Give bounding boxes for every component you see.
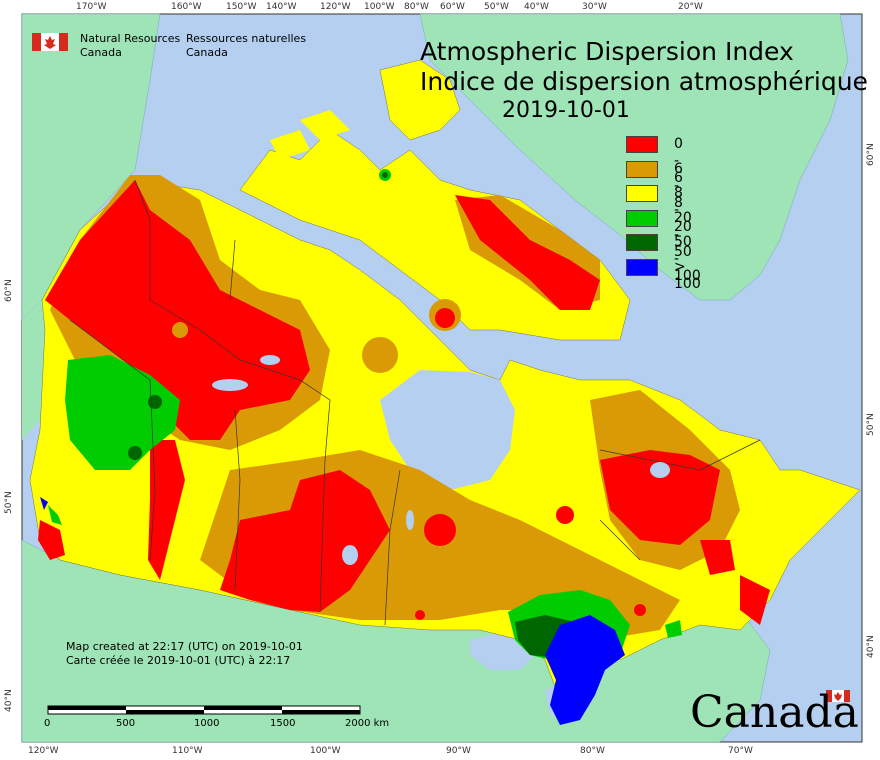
tick-label: 110°W [172,746,203,756]
green-bc [65,355,180,470]
scale-label: 1500 [270,718,296,729]
tick-label: 150°W [226,2,257,12]
tick-label: 60°N [866,143,876,166]
alaska [21,13,161,321]
org-en-line2: Canada [80,46,122,59]
tick-label: 60°W [440,2,465,12]
tick-label: 120°W [28,746,59,756]
scale-label: 0 [44,718,51,729]
tick-label: 80°W [580,746,605,756]
tick-label: 100°W [310,746,341,756]
tick-label: 40°W [524,2,549,12]
tick-label: 50°N [4,491,14,514]
legend-label: 6 - 8 [674,160,683,211]
tick-label: 70°W [728,746,753,756]
red-quebec [600,450,720,545]
map-date: 2019-10-01 [502,98,630,123]
canada-wordmark: Canada [690,687,859,738]
province-boundaries [69,179,761,626]
tick-label: 20°W [678,2,703,12]
tick-label: 60°N [4,279,14,302]
legend-label: 50 - 100 [674,234,701,284]
blue-ontario [545,615,625,725]
ellesmere [379,59,461,141]
tick-label: 120°W [320,2,351,12]
tick-label: 90°W [446,746,471,756]
hudson-bay [380,370,515,490]
red-northwest [45,180,310,440]
tick-label: 40°N [866,635,876,658]
red-prairie [220,470,390,612]
org-fr-line2: Canada [186,46,228,59]
tick-label: 80°W [404,2,429,12]
legend-swatch [626,258,658,276]
tick-label: 50°N [866,413,876,436]
map-note-fr: Carte créée le 2019-10-01 (UTC) à 22:17 [66,654,291,667]
legend-swatch [626,209,658,227]
greenland [419,13,849,301]
tick-label: 160°W [171,2,202,12]
legend-swatch [626,234,658,251]
scale-label: 2000 km [345,718,390,729]
tick-label: 40°N [4,689,14,712]
legend-label: > 100 [674,258,701,292]
scale-label: 1000 [194,718,220,729]
legend-swatch [626,160,658,178]
map-note-en: Map created at 22:17 (UTC) on 2019-10-01 [66,640,303,653]
legend-swatch [626,136,658,153]
tick-label: 30°W [582,2,607,12]
tick-label: 170°W [76,2,107,12]
wordmark-flag [826,690,850,702]
org-en-line1: Natural Resources [80,32,181,45]
org-fr-line1: Ressources naturelles [186,32,307,45]
legend-swatch [626,185,658,202]
nrcan-flag [32,33,68,51]
tick-label: 50°W [484,2,509,12]
scale-label: 500 [116,718,136,729]
legend-label: 20 - 50 [674,209,692,260]
legend-label: 0 - 6 [674,136,683,186]
legend-label: 8 - 20 [674,185,692,235]
red-baffin [455,195,600,310]
lakes [212,355,670,565]
tick-label: 140°W [266,2,297,12]
tick-label: 100°W [364,2,395,12]
title-fr: Indice de dispersion atmosphérique [420,67,868,96]
scale-bar [47,705,361,715]
title-en: Atmospheric Dispersion Index [420,37,794,66]
